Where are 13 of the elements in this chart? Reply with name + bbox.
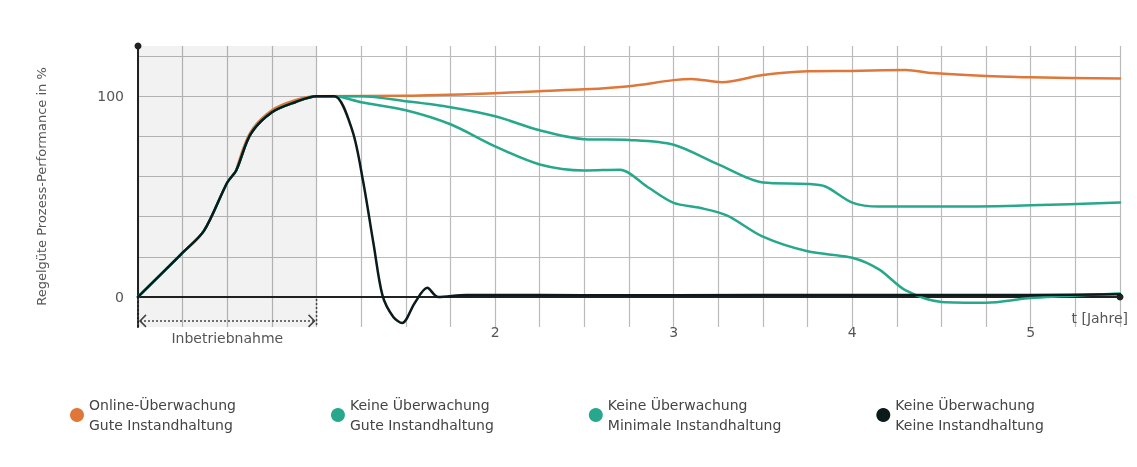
x-tick-label: 3 bbox=[669, 324, 679, 340]
legend-label: Keine Überwachung Gute Instandhaltung bbox=[349, 396, 494, 433]
legend-label: Keine Überwachung Minimale Instandhaltung bbox=[607, 396, 782, 433]
y-axis-title: Regelgüte Prozess-Performance in % bbox=[34, 67, 49, 306]
y-tick-label: 0 bbox=[115, 288, 124, 305]
x-tick-label: 4 bbox=[847, 324, 857, 340]
y-tick-label: 100 bbox=[97, 88, 124, 105]
x-tick-label: 5 bbox=[1026, 324, 1036, 340]
legend-label: Keine Überwachung Keine Instandhaltung bbox=[895, 396, 1044, 433]
x-tick-label: 2 bbox=[490, 324, 500, 340]
legend-label: Online-Überwachung Gute Instandhaltung bbox=[89, 396, 236, 433]
x-axis-title: t [Jahre] bbox=[1071, 309, 1128, 326]
band-label: Inbetriebnahme bbox=[171, 329, 284, 346]
